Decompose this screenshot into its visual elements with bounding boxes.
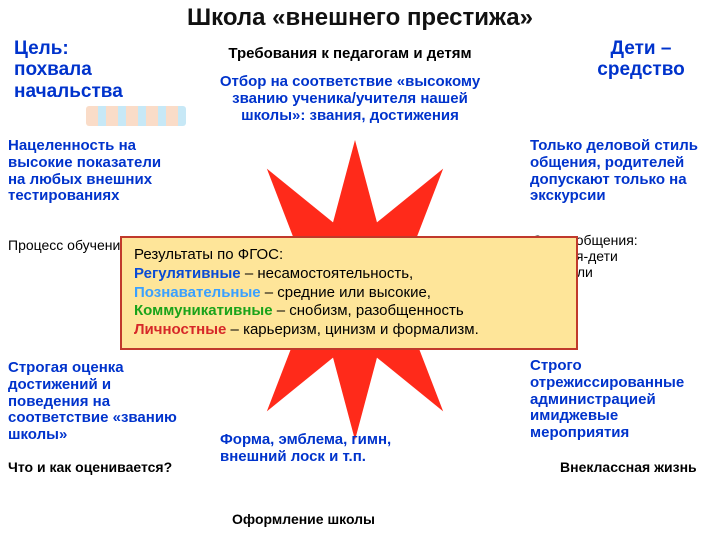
fgos-reg-val: – несамостоятельность, bbox=[241, 265, 414, 282]
fgos-pozn-val: – средние или высокие, bbox=[261, 284, 431, 301]
uniform-text: Форма, эмблема, гимн, внешний лоск и т.п… bbox=[220, 432, 400, 466]
events-text: Строго отрежиссированные администрацией … bbox=[530, 358, 720, 442]
goal-l3: начальства bbox=[14, 81, 123, 102]
goal-l1: Цель: bbox=[14, 38, 69, 59]
extracurricular-caption: Внеклассная жизнь bbox=[560, 460, 697, 476]
page-title: Школа «внешнего престижа» bbox=[0, 4, 720, 32]
selection-text: Отбор на соответствие «высокому званию у… bbox=[210, 74, 490, 124]
fgos-lich-key: Личностные bbox=[134, 321, 226, 338]
goal-heading: Цель: похвала начальства bbox=[14, 38, 123, 102]
fgos-reg-key: Регулятивные bbox=[134, 265, 241, 282]
fgos-pozn-key: Познавательные bbox=[134, 284, 261, 301]
process-caption: Процесс обучения bbox=[8, 238, 128, 254]
fgos-komm-key: Коммуникативные bbox=[134, 302, 273, 319]
children-l2: средство bbox=[597, 59, 684, 80]
children-heading: Дети – средство bbox=[576, 38, 706, 81]
design-caption: Оформление школы bbox=[232, 512, 375, 528]
fgos-komm-val: – снобизм, разобщенность bbox=[273, 302, 464, 319]
fgos-title: Результаты по ФГОС: bbox=[134, 246, 564, 265]
focus-text: Нацеленность на высокие показатели на лю… bbox=[8, 138, 178, 205]
children-l1: Дети – bbox=[611, 38, 672, 59]
strict-eval-text: Строгая оценка достижений и поведения на… bbox=[8, 360, 193, 444]
goal-l2: похвала bbox=[14, 59, 92, 80]
requirements-caption: Требования к педагогам и детям bbox=[170, 46, 530, 63]
eval-caption: Что и как оценивается? bbox=[8, 460, 172, 476]
fgos-box: Результаты по ФГОС: Регулятивные – несам… bbox=[120, 236, 578, 350]
people-strip-icon bbox=[86, 106, 186, 126]
fgos-lich-val: – карьеризм, цинизм и формализм. bbox=[226, 321, 478, 338]
business-style-text: Только деловой стиль общения, родителей … bbox=[530, 138, 710, 205]
